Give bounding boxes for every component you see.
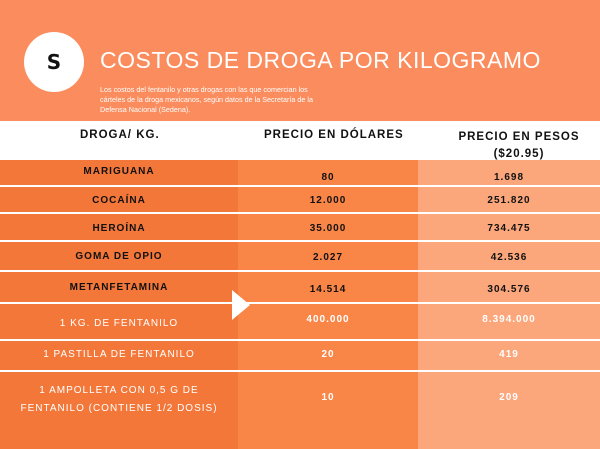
row-divider xyxy=(0,302,600,304)
row-usd: 10 xyxy=(321,392,335,403)
column-header-mxn-line1: PRECIO EN PESOS xyxy=(458,131,580,143)
logo-letter: S xyxy=(46,50,62,74)
table-header: DROGA/ KG. PRECIO EN DÓLARES PRECIO EN P… xyxy=(0,121,600,160)
logo-badge: S xyxy=(24,32,84,92)
usd-column-bg xyxy=(238,160,418,449)
column-header-mxn-rate: ($20.95) xyxy=(493,148,545,160)
row-mxn: 209 xyxy=(499,392,519,403)
page-title: COSTOS DE DROGA POR KILOGRAMO xyxy=(100,47,541,73)
row-drug-line1: 1 AMPOLLETA CON 0,5 G DE xyxy=(39,385,199,396)
row-divider xyxy=(0,185,600,187)
table-row: 1 PASTILLA DE FENTANILO 20 419 xyxy=(0,341,600,372)
row-usd: 80 xyxy=(321,172,335,183)
row-mxn: 1.698 xyxy=(493,172,525,183)
table-row: COCAÍNA 12.000 251.820 xyxy=(0,187,600,214)
column-header-drug: DROGA/ KG. xyxy=(80,129,160,141)
row-divider xyxy=(0,270,600,272)
header: S COSTOS DE DROGA POR KILOGRAMO Los cost… xyxy=(0,0,600,121)
row-usd: 20 xyxy=(321,349,335,360)
table-row: 1 KG. DE FENTANILO 400.000 8.394.000 xyxy=(0,304,600,341)
row-drug: 1 AMPOLLETA CON 0,5 G DE FENTANILO (CONT… xyxy=(0,382,238,418)
page-subtitle: Los costos del fentanilo y otras drogas … xyxy=(100,85,313,114)
row-divider xyxy=(0,212,600,214)
row-mxn: 251.820 xyxy=(487,195,531,206)
row-divider xyxy=(0,339,600,341)
table-row: METANFETAMINA 14.514 304.576 xyxy=(0,272,600,304)
row-usd: 35.000 xyxy=(309,223,347,234)
row-mxn: 42.536 xyxy=(490,252,528,263)
row-drug-line2: FENTANILO (CONTIENE 1/2 DOSIS) xyxy=(20,403,218,414)
table-row: HEROÍNA 35.000 734.475 xyxy=(0,214,600,242)
row-usd: 400.000 xyxy=(306,314,350,325)
table-row: MARIGUANA 80 1.698 xyxy=(0,160,600,187)
row-mxn: 419 xyxy=(499,349,519,360)
row-mxn: 734.475 xyxy=(487,223,531,234)
table-row: GOMA DE OPIO 2.027 42.536 xyxy=(0,242,600,272)
row-divider xyxy=(0,240,600,242)
row-mxn: 304.576 xyxy=(487,284,531,295)
column-header-usd: PRECIO EN DÓLARES xyxy=(264,129,404,141)
row-drug: 1 PASTILLA DE FENTANILO xyxy=(43,349,195,360)
column-header-mxn: PRECIO EN PESOS ($20.95) xyxy=(439,129,599,163)
row-usd: 12.000 xyxy=(309,195,347,206)
row-mxn: 8.394.000 xyxy=(482,314,536,325)
row-drug: GOMA DE OPIO xyxy=(75,251,163,262)
row-drug: COCAÍNA xyxy=(92,195,146,206)
row-drug: METANFETAMINA xyxy=(69,282,169,293)
drug-column-bg xyxy=(0,160,238,449)
mxn-column-bg xyxy=(418,160,600,449)
row-usd: 2.027 xyxy=(312,252,344,263)
table-row: 1 AMPOLLETA CON 0,5 G DE FENTANILO (CONT… xyxy=(0,372,600,449)
play-arrow-icon xyxy=(232,290,250,320)
row-drug: 1 KG. DE FENTANILO xyxy=(59,318,179,329)
row-usd: 14.514 xyxy=(309,284,347,295)
row-drug: MARIGUANA xyxy=(83,166,155,177)
row-divider xyxy=(0,370,600,372)
row-drug: HEROÍNA xyxy=(92,223,146,234)
